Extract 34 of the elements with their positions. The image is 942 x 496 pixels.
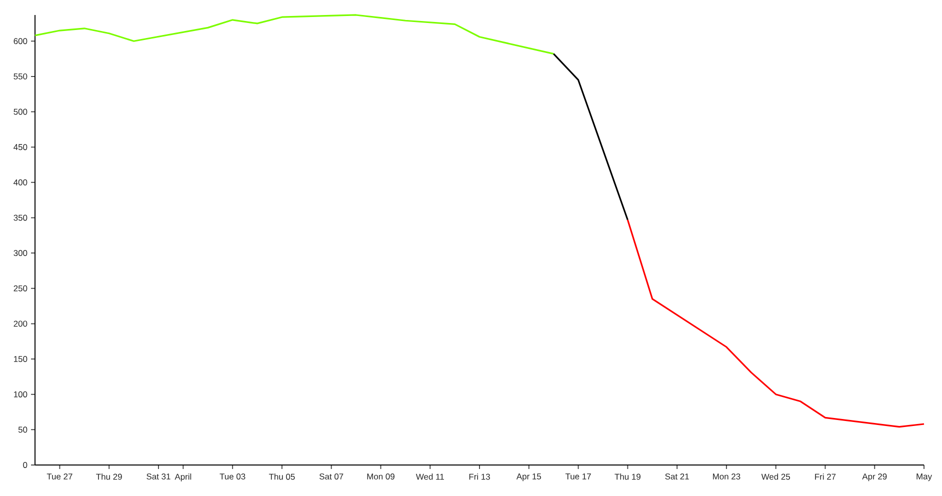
x-tick-label: Thu 19 (614, 474, 640, 480)
line-series (34, 14, 554, 55)
x-tick-label: Tue 27 (46, 474, 72, 480)
x-tick-label: Sat 07 (319, 474, 344, 480)
y-tick-label: 400 (14, 179, 28, 186)
y-tick-label: 50 (18, 426, 28, 433)
x-tick-label: May (916, 474, 932, 482)
x-tick-label: Thu 29 (96, 474, 122, 480)
x-tick-label: Sat 21 (665, 474, 689, 480)
y-tick-label: 450 (14, 144, 28, 150)
x-tick-label: Thu 05 (268, 474, 295, 480)
y-tick-label: 250 (14, 285, 28, 292)
y-tick-label: 0 (23, 462, 28, 468)
x-tick-label: Fri 13 (469, 474, 490, 480)
x-tick-label: Wed 25 (761, 474, 790, 480)
x-tick-label: April (174, 474, 192, 482)
x-tick-label: Apr 29 (862, 474, 887, 482)
x-tick-label: Apr 15 (516, 474, 542, 482)
line-series (626, 219, 925, 428)
y-tick-label: 500 (14, 108, 28, 115)
x-tick-label: Mon 23 (713, 474, 740, 480)
x-tick-label: Tue 17 (565, 474, 591, 480)
y-tick-label: 100 (14, 391, 28, 398)
x-tick-label: Wed 11 (416, 474, 444, 480)
y-tick-label: 200 (14, 320, 28, 327)
x-tick-label: Tue 03 (220, 474, 246, 480)
y-tick-label: 600 (14, 38, 28, 44)
y-tick-label: 300 (14, 250, 28, 256)
x-tick-label: Sat 31 (146, 474, 170, 480)
y-tick-label: 150 (14, 356, 28, 362)
x-tick-label: Fri 27 (815, 474, 836, 480)
x-tick-label: Mon 09 (367, 474, 394, 480)
y-tick-label: 550 (14, 73, 28, 80)
y-tick-label: 350 (14, 214, 28, 221)
